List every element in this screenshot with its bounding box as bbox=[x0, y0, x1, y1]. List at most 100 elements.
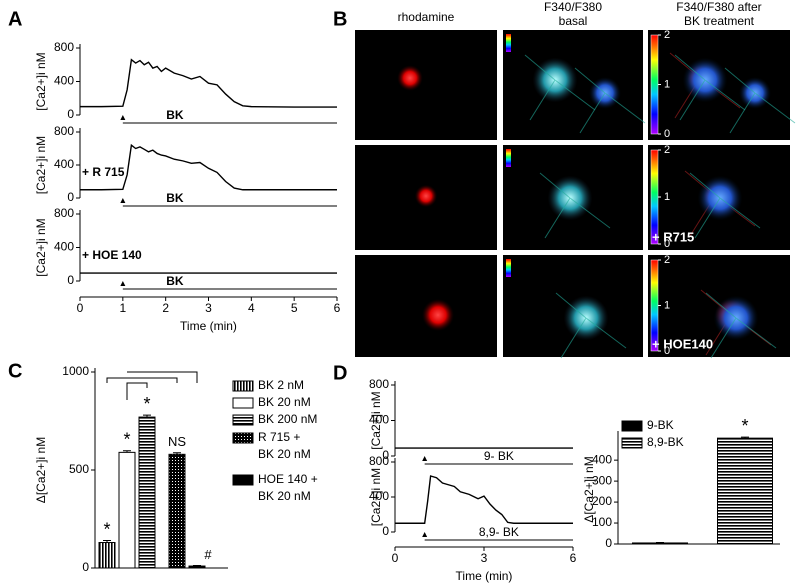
colorbar-tick-label: 2 bbox=[664, 254, 670, 266]
neurite bbox=[705, 292, 777, 359]
stimulus-arrow bbox=[120, 198, 126, 203]
legend-swatch bbox=[232, 397, 254, 409]
panel-label: B bbox=[333, 8, 347, 30]
trace bbox=[80, 143, 337, 191]
bar bbox=[188, 565, 206, 569]
neurite bbox=[555, 292, 627, 359]
y-axis-label: [Ca2+]i nM bbox=[34, 52, 48, 110]
error-bar bbox=[193, 564, 201, 567]
y-tick-label: 800 bbox=[54, 124, 74, 138]
x-tick-label: 1 bbox=[119, 301, 126, 315]
legend-label: BK 200 nM bbox=[258, 412, 317, 426]
error-bar bbox=[143, 414, 151, 418]
y-axis-label: [Ca2+]i nM bbox=[369, 468, 383, 526]
bar bbox=[138, 416, 156, 569]
x-tick-label: 0 bbox=[392, 551, 399, 565]
bar-annotation: * bbox=[103, 519, 110, 539]
y-tick-label: 400 bbox=[369, 413, 389, 427]
legend-swatch bbox=[621, 437, 643, 449]
y-tick-label: 0 bbox=[382, 524, 389, 538]
stimulus-label: 9- BK bbox=[484, 449, 514, 463]
bar-annotation: * bbox=[143, 394, 150, 414]
y-tick-label: 0 bbox=[67, 190, 74, 204]
y-tick-label: 200 bbox=[592, 494, 612, 508]
legend-swatch bbox=[232, 432, 254, 444]
stimulus-label: BK bbox=[166, 191, 184, 205]
y-tick-label: 400 bbox=[592, 452, 612, 466]
y-tick-label: 0 bbox=[382, 448, 389, 462]
y-tick-label: 800 bbox=[54, 40, 74, 54]
y-axis-label: [Ca2+]i nM bbox=[369, 391, 383, 449]
colorbar-tick-label: 0 bbox=[664, 128, 670, 140]
trace bbox=[80, 58, 337, 108]
annotation: + R 715 bbox=[82, 165, 125, 179]
stimulus-arrow bbox=[422, 456, 428, 461]
stimulus-arrow bbox=[120, 281, 126, 286]
neurite bbox=[539, 172, 611, 239]
colorbar bbox=[650, 34, 659, 135]
column-title: BK treatment bbox=[684, 14, 755, 28]
colorbar-tick-label: 1 bbox=[664, 78, 670, 90]
legend-label: HOE 140 + BK 20 nM bbox=[258, 472, 318, 503]
neurite bbox=[724, 67, 796, 134]
mini-colorbar bbox=[506, 149, 511, 167]
x-tick-label: 3 bbox=[205, 301, 212, 315]
stimulus-label: BK bbox=[166, 274, 184, 288]
bar-annotation: NS bbox=[168, 434, 186, 449]
y-tick-label: 0 bbox=[82, 560, 89, 574]
y-tick-label: 400 bbox=[54, 157, 74, 171]
legend-label: 8,9-BK bbox=[647, 435, 684, 449]
column-title: basal bbox=[559, 14, 588, 28]
y-tick-label: 1000 bbox=[62, 364, 89, 378]
legend-label: BK 20 nM bbox=[258, 395, 311, 409]
bar-annotation: * bbox=[741, 416, 748, 436]
neurite bbox=[524, 54, 596, 121]
legend-swatch bbox=[621, 420, 643, 432]
column-title: F340/F380 after bbox=[676, 0, 761, 14]
bar bbox=[168, 453, 186, 569]
error-bar bbox=[741, 436, 749, 439]
y-tick-label: 0 bbox=[67, 273, 74, 287]
stimulus-label: BK bbox=[166, 108, 184, 122]
panel-label: A bbox=[8, 8, 22, 30]
brackets bbox=[106, 371, 198, 400]
neurite bbox=[574, 67, 646, 134]
legend-swatch bbox=[232, 474, 254, 486]
row-label: + R715 bbox=[652, 229, 694, 244]
colorbar-tick-label: 0 bbox=[664, 238, 670, 250]
x-tick-label: 2 bbox=[162, 301, 169, 315]
x-tick-label: 5 bbox=[291, 301, 298, 315]
error-bar bbox=[173, 452, 181, 455]
legend-label: 9-BK bbox=[647, 418, 674, 432]
bar bbox=[118, 451, 136, 569]
y-tick-label: 400 bbox=[369, 489, 389, 503]
y-tick-label: 800 bbox=[369, 377, 389, 391]
cell bbox=[414, 184, 438, 208]
legend-swatch bbox=[232, 414, 254, 426]
colorbar-tick-label: 2 bbox=[664, 29, 670, 41]
panel-label: D bbox=[333, 362, 347, 384]
annotation: + HOE 140 bbox=[82, 248, 142, 262]
error-bar bbox=[103, 540, 111, 543]
error-bar bbox=[123, 450, 131, 453]
legend-swatch bbox=[232, 380, 254, 392]
x-tick-label: 6 bbox=[570, 551, 577, 565]
mini-colorbar bbox=[506, 34, 511, 52]
y-axis-label: [Ca2+]i nM bbox=[34, 136, 48, 194]
colorbar-tick-label: 2 bbox=[664, 144, 670, 156]
stimulus-arrow bbox=[422, 532, 428, 537]
bar-annotation: * bbox=[123, 430, 130, 450]
y-axis-label: Δ[Ca2+]i nM bbox=[34, 437, 48, 503]
y-tick-label: 100 bbox=[592, 515, 612, 529]
y-tick-label: 800 bbox=[369, 454, 389, 468]
x-tick-label: 4 bbox=[248, 301, 255, 315]
colorbar-tick-label: 0 bbox=[664, 345, 670, 357]
micrograph bbox=[355, 30, 497, 140]
column-title: rhodamine bbox=[398, 10, 455, 24]
legend-label: R 715 + BK 20 nM bbox=[258, 430, 311, 461]
neurite bbox=[689, 172, 761, 239]
x-tick-label: 0 bbox=[77, 301, 84, 315]
colorbar-tick-label: 1 bbox=[664, 299, 670, 311]
y-tick-label: 400 bbox=[54, 74, 74, 88]
